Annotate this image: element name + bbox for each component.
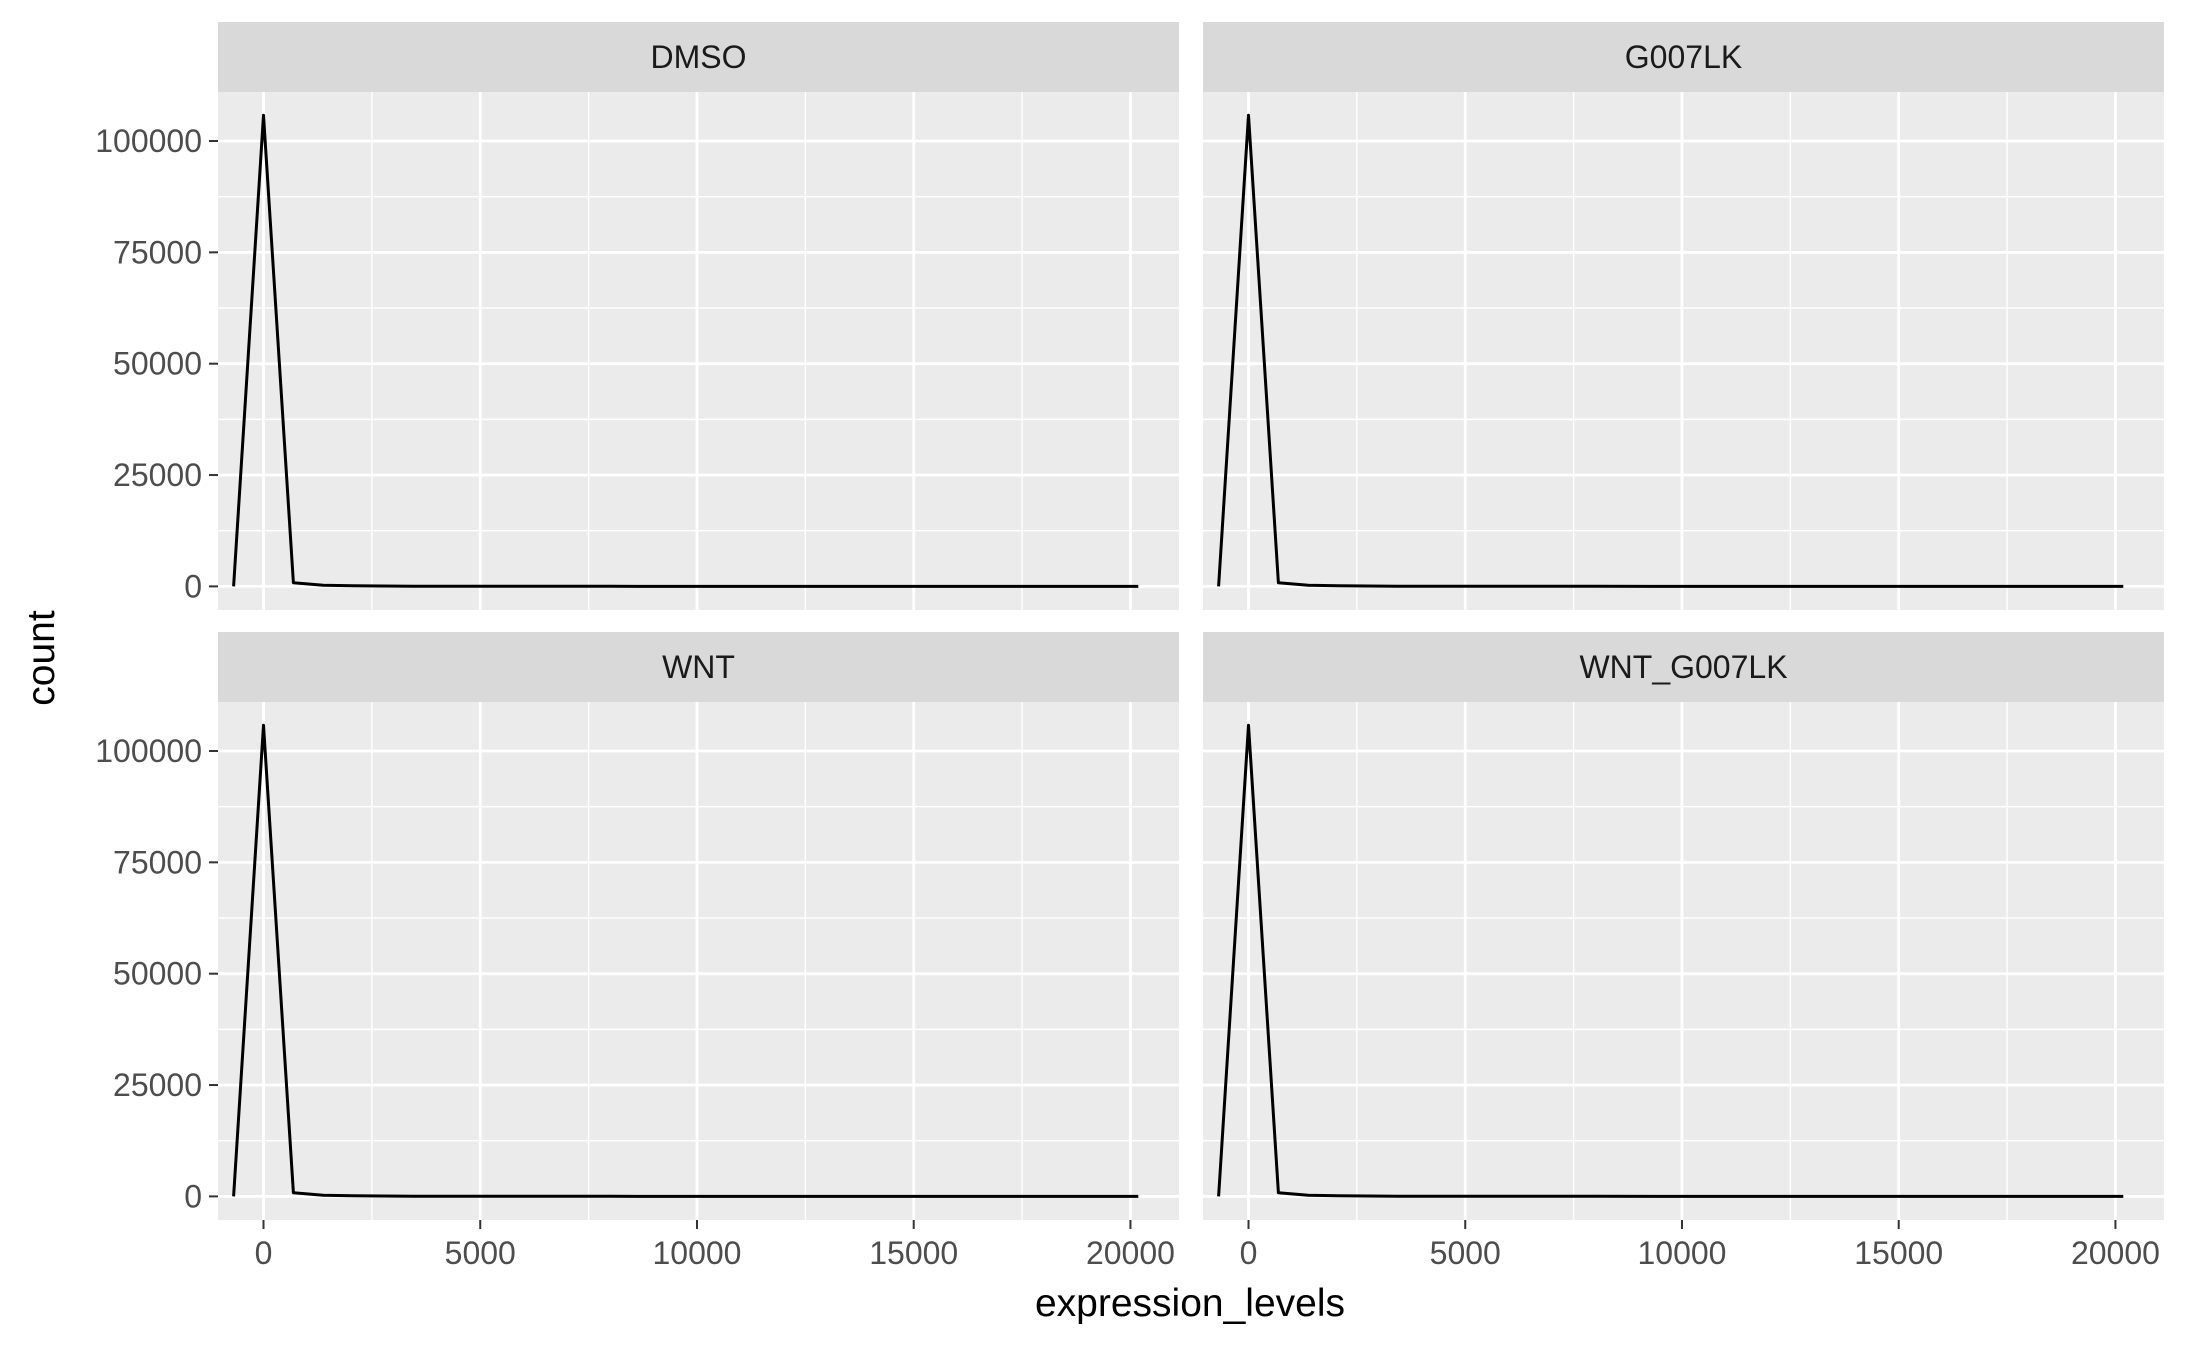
panels-layer: DMSO0250005000075000100000G007LKWNT02500… <box>95 22 2164 1271</box>
x-tick-label: 10000 <box>652 1235 741 1271</box>
facet-strip <box>218 22 1179 92</box>
y-tick-label: 0 <box>184 1178 202 1214</box>
facet-panel-wnt: WNT 0 25000 50000 75000 100000 0 5000 10000 15000… <box>95 632 1179 1271</box>
series-line <box>232 723 1139 1198</box>
y-axis-title: count <box>20 610 63 706</box>
y-tick-label: 25000 <box>113 1067 202 1103</box>
x-tick-label: 15000 <box>1854 1235 1943 1271</box>
x-tick-label: 0 <box>255 1235 273 1271</box>
y-tick-label: 75000 <box>113 234 202 270</box>
x-tick-label: 20000 <box>2071 1235 2160 1271</box>
panel-background <box>218 702 1179 1220</box>
x-tick-label: 10000 <box>1637 1235 1726 1271</box>
x-tick-label: 5000 <box>1430 1235 1501 1271</box>
x-tick-label: 15000 <box>869 1235 958 1271</box>
facet-strip-label: DMSO <box>651 39 747 75</box>
y-tick-label: 100000 <box>95 123 202 159</box>
facet-panel-wnt_g007lk: WNT_G007LK 0 5000 10000 15000 20000 <box>1203 632 2164 1271</box>
facet-strip-label: WNT <box>662 649 735 685</box>
series-line <box>1217 113 2124 588</box>
y-tick-label: 0 <box>184 568 202 604</box>
y-tick-label: 50000 <box>113 346 202 382</box>
series-line <box>232 113 1139 588</box>
series-line <box>1217 723 2124 1198</box>
facet-strip-label: G007LK <box>1625 39 1742 75</box>
y-tick-label: 100000 <box>95 733 202 769</box>
facet-strip-label: WNT_G007LK <box>1579 649 1787 685</box>
x-tick-label: 0 <box>1240 1235 1258 1271</box>
facet-panel-dmso: DMSO 0 25000 50000 75000 100000 <box>95 22 1179 610</box>
facet-strip <box>218 632 1179 702</box>
x-tick-label: 20000 <box>1086 1235 1175 1271</box>
y-tick-label: 50000 <box>113 956 202 992</box>
x-tick-label: 5000 <box>445 1235 516 1271</box>
x-axis-title: expression_levels <box>1035 1282 1345 1325</box>
y-tick-label: 75000 <box>113 844 202 880</box>
facet-strip <box>1203 632 2164 702</box>
panel-background <box>1203 92 2164 610</box>
panel-background <box>1203 702 2164 1220</box>
facet-panel-g007lk: G007LK <box>1203 22 2164 610</box>
panel-background <box>218 92 1179 610</box>
y-tick-label: 25000 <box>113 457 202 493</box>
facet-strip <box>1203 22 2164 92</box>
